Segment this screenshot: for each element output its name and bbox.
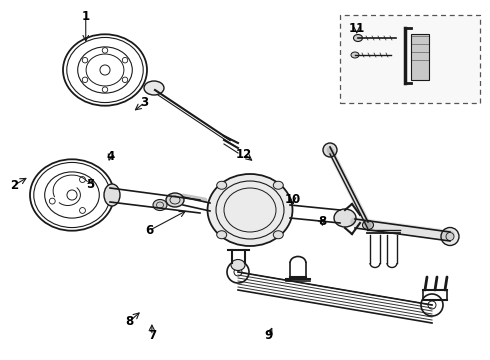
Ellipse shape bbox=[353, 35, 363, 41]
Text: 8: 8 bbox=[318, 215, 326, 228]
Text: 10: 10 bbox=[285, 193, 301, 206]
Ellipse shape bbox=[217, 181, 227, 189]
Ellipse shape bbox=[153, 199, 167, 211]
Text: 12: 12 bbox=[236, 148, 252, 161]
Text: 5: 5 bbox=[87, 178, 95, 191]
Text: 4: 4 bbox=[106, 150, 114, 163]
Text: 1: 1 bbox=[82, 10, 90, 23]
Ellipse shape bbox=[351, 52, 359, 58]
Circle shape bbox=[323, 143, 337, 157]
Ellipse shape bbox=[273, 181, 283, 189]
Ellipse shape bbox=[363, 220, 373, 230]
Ellipse shape bbox=[217, 231, 227, 239]
Ellipse shape bbox=[207, 174, 293, 246]
Text: 6: 6 bbox=[146, 224, 153, 237]
Text: 7: 7 bbox=[148, 329, 156, 342]
Ellipse shape bbox=[334, 209, 356, 227]
Bar bbox=[340, 15, 480, 103]
Ellipse shape bbox=[231, 260, 245, 270]
Circle shape bbox=[441, 228, 459, 246]
Text: 3: 3 bbox=[141, 96, 148, 109]
Text: 9: 9 bbox=[265, 329, 272, 342]
Ellipse shape bbox=[166, 193, 184, 207]
Ellipse shape bbox=[273, 231, 283, 239]
Text: 2: 2 bbox=[10, 179, 18, 192]
Text: 8: 8 bbox=[126, 315, 134, 328]
Text: 11: 11 bbox=[348, 22, 365, 35]
Ellipse shape bbox=[104, 184, 120, 206]
Bar bbox=[411, 34, 429, 80]
Ellipse shape bbox=[144, 81, 164, 95]
